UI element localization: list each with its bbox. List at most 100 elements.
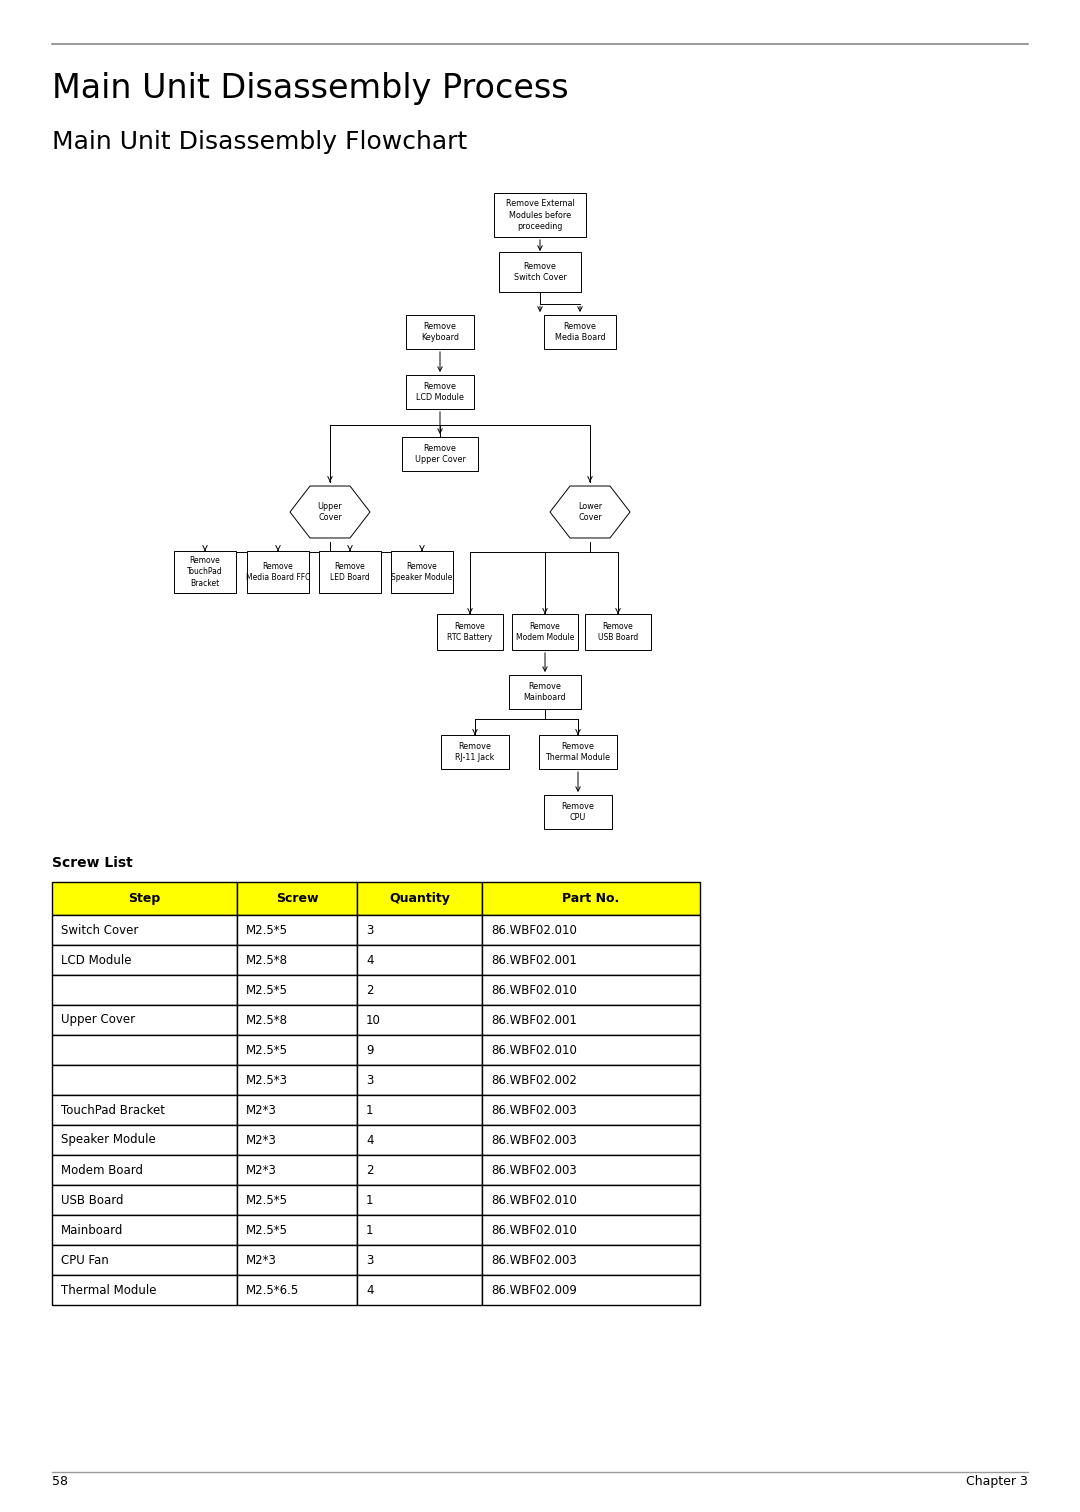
FancyBboxPatch shape (52, 1185, 237, 1216)
FancyBboxPatch shape (52, 1005, 237, 1036)
Text: M2*3: M2*3 (246, 1104, 276, 1116)
FancyBboxPatch shape (52, 1155, 237, 1185)
FancyBboxPatch shape (544, 314, 616, 349)
Text: Remove
Modem Module: Remove Modem Module (516, 621, 575, 643)
Text: M2*3: M2*3 (246, 1253, 276, 1267)
FancyBboxPatch shape (237, 945, 357, 975)
Text: Remove
Thermal Module: Remove Thermal Module (545, 742, 610, 762)
FancyBboxPatch shape (237, 1064, 357, 1095)
FancyBboxPatch shape (539, 735, 617, 770)
FancyBboxPatch shape (512, 614, 578, 650)
Text: 86.WBF02.010: 86.WBF02.010 (491, 1223, 577, 1237)
Text: Chapter 3: Chapter 3 (967, 1476, 1028, 1488)
FancyBboxPatch shape (357, 881, 482, 915)
FancyBboxPatch shape (494, 194, 586, 237)
FancyBboxPatch shape (52, 881, 237, 915)
FancyBboxPatch shape (357, 1005, 482, 1036)
Text: Main Unit Disassembly Flowchart: Main Unit Disassembly Flowchart (52, 130, 468, 154)
Text: LCD Module: LCD Module (60, 954, 132, 966)
Text: Screw: Screw (275, 892, 319, 906)
Text: Remove
RJ-11 Jack: Remove RJ-11 Jack (456, 742, 495, 762)
Text: 86.WBF02.001: 86.WBF02.001 (491, 954, 577, 966)
FancyBboxPatch shape (544, 795, 612, 829)
FancyBboxPatch shape (52, 1216, 237, 1244)
Text: Mainboard: Mainboard (60, 1223, 123, 1237)
FancyBboxPatch shape (237, 1216, 357, 1244)
FancyBboxPatch shape (406, 375, 474, 410)
FancyBboxPatch shape (237, 1155, 357, 1185)
FancyBboxPatch shape (357, 1216, 482, 1244)
Text: Remove
Keyboard: Remove Keyboard (421, 322, 459, 342)
Text: Switch Cover: Switch Cover (60, 924, 138, 936)
Text: Quantity: Quantity (389, 892, 450, 906)
Text: Remove
Upper Cover: Remove Upper Cover (415, 445, 465, 464)
Text: M2.5*5: M2.5*5 (246, 924, 288, 936)
FancyBboxPatch shape (357, 1125, 482, 1155)
FancyBboxPatch shape (357, 915, 482, 945)
FancyBboxPatch shape (585, 614, 651, 650)
FancyBboxPatch shape (237, 1244, 357, 1275)
Text: 58: 58 (52, 1476, 68, 1488)
FancyBboxPatch shape (52, 1095, 237, 1125)
Text: 86.WBF02.010: 86.WBF02.010 (491, 1043, 577, 1057)
Text: USB Board: USB Board (60, 1193, 123, 1207)
FancyBboxPatch shape (174, 550, 237, 593)
FancyBboxPatch shape (357, 1155, 482, 1185)
FancyBboxPatch shape (357, 1185, 482, 1216)
Text: 2: 2 (366, 1164, 374, 1176)
Text: 3: 3 (366, 924, 374, 936)
Text: Step: Step (129, 892, 161, 906)
FancyBboxPatch shape (52, 975, 237, 1005)
Text: Remove
Mainboard: Remove Mainboard (524, 682, 566, 702)
FancyBboxPatch shape (391, 550, 453, 593)
Text: 86.WBF02.001: 86.WBF02.001 (491, 1013, 577, 1027)
FancyBboxPatch shape (482, 915, 700, 945)
Text: M2.5*5: M2.5*5 (246, 1193, 288, 1207)
FancyBboxPatch shape (482, 945, 700, 975)
Text: M2.5*3: M2.5*3 (246, 1074, 288, 1087)
Text: Lower
Cover: Lower Cover (578, 502, 602, 522)
Text: Remove
Speaker Module: Remove Speaker Module (391, 562, 453, 582)
FancyBboxPatch shape (52, 1036, 237, 1064)
Text: Remove
Media Board: Remove Media Board (555, 322, 605, 342)
Text: M2.5*5: M2.5*5 (246, 1043, 288, 1057)
FancyBboxPatch shape (499, 253, 581, 292)
Text: 10: 10 (366, 1013, 381, 1027)
FancyBboxPatch shape (482, 1244, 700, 1275)
Text: TouchPad Bracket: TouchPad Bracket (60, 1104, 165, 1116)
Text: 86.WBF02.010: 86.WBF02.010 (491, 1193, 577, 1207)
FancyBboxPatch shape (357, 1064, 482, 1095)
FancyBboxPatch shape (237, 1095, 357, 1125)
Text: Thermal Module: Thermal Module (60, 1284, 157, 1296)
FancyBboxPatch shape (357, 975, 482, 1005)
FancyBboxPatch shape (237, 1125, 357, 1155)
FancyBboxPatch shape (52, 915, 237, 945)
Text: Remove
CPU: Remove CPU (562, 801, 594, 823)
Text: 1: 1 (366, 1104, 374, 1116)
FancyBboxPatch shape (482, 1095, 700, 1125)
FancyBboxPatch shape (482, 1005, 700, 1036)
Text: 86.WBF02.003: 86.WBF02.003 (491, 1164, 577, 1176)
FancyBboxPatch shape (357, 945, 482, 975)
Text: 3: 3 (366, 1074, 374, 1087)
FancyBboxPatch shape (237, 1036, 357, 1064)
Text: Remove
LED Board: Remove LED Board (330, 562, 369, 582)
FancyBboxPatch shape (52, 1125, 237, 1155)
Text: 4: 4 (366, 954, 374, 966)
FancyBboxPatch shape (237, 881, 357, 915)
FancyBboxPatch shape (52, 1275, 237, 1305)
Text: 86.WBF02.010: 86.WBF02.010 (491, 983, 577, 996)
FancyBboxPatch shape (52, 1064, 237, 1095)
FancyBboxPatch shape (482, 1216, 700, 1244)
FancyBboxPatch shape (406, 314, 474, 349)
Text: Remove
USB Board: Remove USB Board (598, 621, 638, 643)
FancyBboxPatch shape (237, 915, 357, 945)
Text: Remove
LCD Module: Remove LCD Module (416, 383, 464, 402)
FancyBboxPatch shape (237, 1185, 357, 1216)
Text: M2.5*5: M2.5*5 (246, 1223, 288, 1237)
Text: Upper Cover: Upper Cover (60, 1013, 135, 1027)
Text: Screw List: Screw List (52, 856, 133, 869)
Text: 9: 9 (366, 1043, 374, 1057)
Text: M2*3: M2*3 (246, 1134, 276, 1146)
FancyBboxPatch shape (357, 1095, 482, 1125)
